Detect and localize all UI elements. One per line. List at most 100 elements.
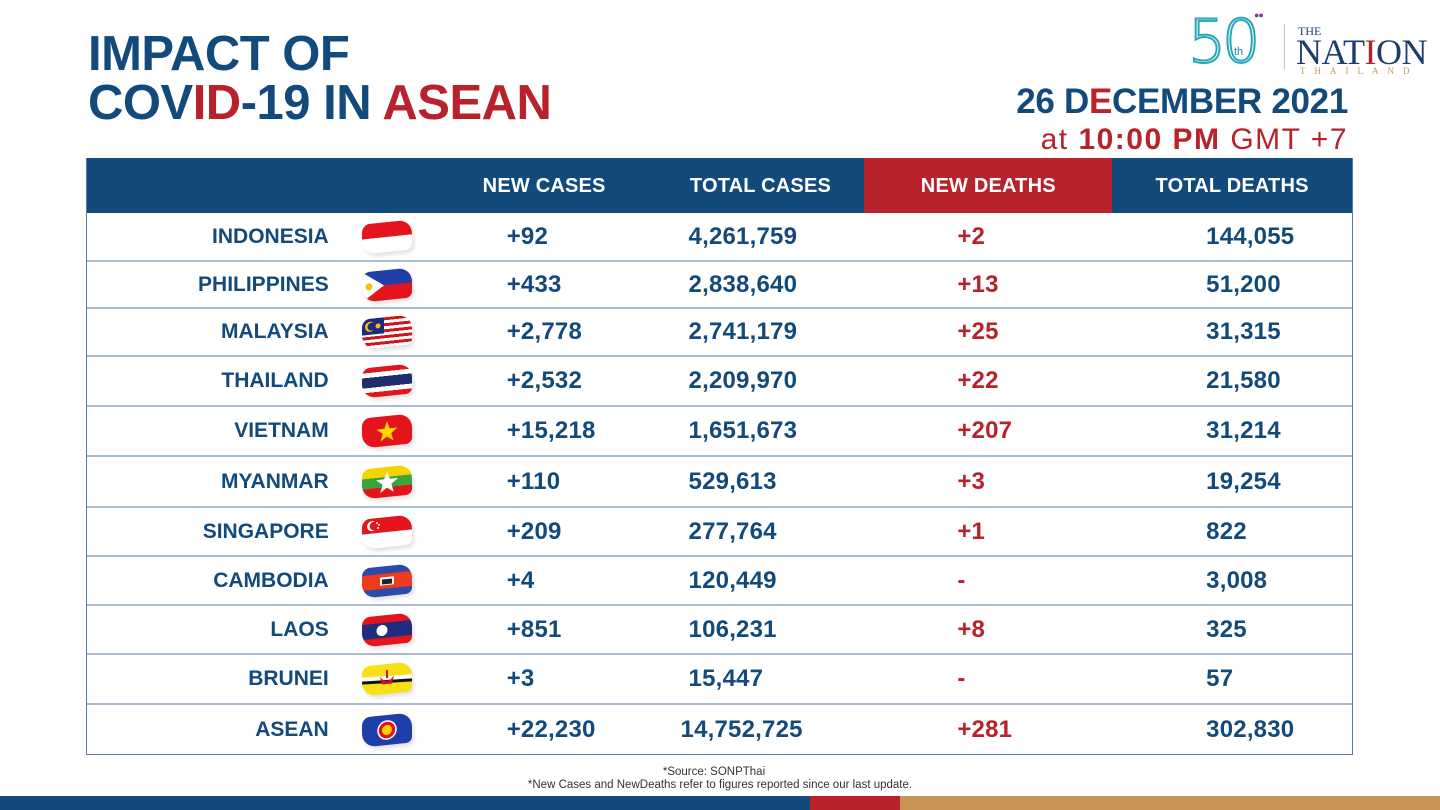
- new-deaths: +22: [957, 367, 999, 394]
- total-cases: 14,752,725: [680, 715, 803, 743]
- logo-thailand: THAILAND: [1300, 66, 1419, 76]
- table-row: INDONESIA +92 4,261,759 +2 144,055: [87, 213, 1352, 260]
- new-cases: +4: [506, 566, 535, 594]
- new-deaths: +25: [957, 318, 999, 345]
- country-name: THAILAND: [87, 357, 432, 405]
- new-cases: +433: [506, 270, 562, 298]
- total-cases: 2,209,970: [688, 367, 798, 394]
- country-name: CAMBODIA: [87, 557, 432, 604]
- myanmar-flag-icon: [361, 463, 412, 500]
- total-deaths: 144,055: [1206, 222, 1295, 250]
- new-deaths: +281: [957, 715, 1013, 743]
- indonesia-flag-icon: [361, 218, 412, 255]
- new-cases: +209: [506, 517, 562, 545]
- total-deaths: 21,580: [1206, 367, 1281, 394]
- table-row: LAOS +851 106,231 +8 325: [87, 604, 1352, 653]
- time-line: at 10:00 PM GMT +7: [1040, 123, 1348, 156]
- new-cases: +22,230: [506, 715, 596, 743]
- table-row: CAMBODIA +4 120,449 - 3,008: [87, 555, 1352, 604]
- table-row: THAILAND +2,532 2,209,970 +22 21,580: [87, 355, 1352, 405]
- table-row: BRUNEI +3 15,447 - 57: [87, 653, 1352, 703]
- bottom-color-bar: [0, 796, 1440, 810]
- total-deaths: 19,254: [1206, 467, 1281, 495]
- total-cases: 277,764: [688, 517, 777, 545]
- new-cases: +15,218: [506, 417, 596, 444]
- singapore-flag-icon: [361, 513, 412, 550]
- total-cases: 15,447: [688, 665, 764, 692]
- anniversary-50-icon: 50: [1187, 7, 1261, 77]
- page-title: IMPACT OF COVID-19 IN ASEAN: [88, 27, 552, 130]
- total-deaths: 57: [1206, 665, 1234, 692]
- table-row: MALAYSIA +2,778 2,741,179 +25 31,315: [87, 307, 1352, 355]
- logo-divider: [1284, 24, 1285, 70]
- header-total-deaths: TOTAL DEATHS: [1155, 175, 1309, 197]
- logo-nation-wordmark: NATION: [1296, 32, 1428, 72]
- new-deaths: +1: [957, 517, 986, 545]
- title-line-2: COVID-19 IN ASEAN: [88, 76, 552, 130]
- table-row: PHILIPPINES +433 2,838,640 +13 51,200: [87, 260, 1352, 307]
- country-name: MALAYSIA: [87, 309, 432, 355]
- table-row: SINGAPORE +209 277,764 +1 822: [87, 506, 1352, 555]
- total-deaths: 302,830: [1206, 715, 1295, 743]
- new-deaths: -: [957, 665, 966, 692]
- bar-segment-blue: [0, 796, 810, 810]
- new-deaths: +13: [957, 270, 999, 298]
- total-deaths: 51,200: [1206, 270, 1281, 298]
- table-header: NEW CASES TOTAL CASES NEW DEATHS TOTAL D…: [87, 158, 1352, 213]
- laos-flag-icon: [361, 611, 412, 648]
- new-deaths: +8: [957, 615, 986, 643]
- new-cases: +851: [506, 615, 562, 643]
- new-deaths: +3: [957, 467, 986, 495]
- country-name: INDONESIA: [87, 213, 432, 260]
- new-deaths: -: [957, 566, 966, 594]
- the-nation-logo: 50 th ●● THE NATION THAILAND: [1187, 6, 1433, 77]
- total-deaths: 822: [1206, 517, 1247, 545]
- new-cases: +2,778: [506, 318, 582, 345]
- total-cases: 1,651,673: [688, 417, 798, 444]
- new-cases: +2,532: [506, 367, 582, 394]
- country-name: BRUNEI: [87, 655, 432, 703]
- vietnam-flag-icon: [361, 413, 412, 449]
- country-name: SINGAPORE: [87, 508, 432, 555]
- total-deaths: 3,008: [1206, 566, 1268, 594]
- anniversary-suffix: th: [1234, 46, 1244, 58]
- total-cases: 106,231: [688, 615, 777, 643]
- covid-stats-table: NEW CASES TOTAL CASES NEW DEATHS TOTAL D…: [86, 158, 1353, 755]
- date-line: 26 DECEMBER 2021: [1016, 82, 1348, 121]
- new-deaths: +207: [957, 417, 1013, 444]
- philippines-flag-icon: [361, 266, 412, 303]
- logo-the: THE: [1298, 24, 1322, 38]
- cambodia-flag-icon: [361, 562, 412, 599]
- source-note: *Source: SONPThai: [662, 766, 766, 778]
- table-row: VIETNAM +15,218 1,651,673 +207 31,214: [87, 405, 1352, 455]
- new-deaths: +2: [957, 222, 986, 250]
- table-row: MYANMAR +110 529,613 +3 19,254: [87, 455, 1352, 506]
- bar-segment-gold: [900, 796, 1440, 810]
- total-deaths: 325: [1206, 615, 1247, 643]
- nation-group-dots-icon: ●●: [1254, 10, 1264, 20]
- total-cases: 120,449: [688, 566, 777, 594]
- country-name: VIETNAM: [87, 407, 432, 455]
- country-name: PHILIPPINES: [87, 262, 432, 307]
- table-body: INDONESIA +92 4,261,759 +2 144,055 PHILI…: [87, 213, 1352, 754]
- total-deaths: 31,214: [1206, 417, 1281, 444]
- asean-flag-icon: [361, 711, 412, 748]
- brunei-flag-icon: [361, 661, 412, 697]
- header-country: [87, 158, 432, 213]
- table-row-total: ASEAN +22,230 14,752,725 +281 302,830: [87, 703, 1352, 754]
- new-cases: +92: [506, 222, 549, 250]
- bar-segment-red: [810, 796, 900, 810]
- header-new-deaths: NEW DEATHS: [864, 158, 1113, 213]
- new-cases: +3: [506, 665, 535, 692]
- country-name: MYANMAR: [87, 457, 432, 506]
- country-name: ASEAN: [87, 705, 432, 754]
- total-cases: 2,838,640: [688, 270, 798, 298]
- header-total-cases: TOTAL CASES: [689, 175, 832, 197]
- total-cases: 4,261,759: [688, 222, 798, 250]
- header-new-cases: NEW CASES: [482, 175, 606, 197]
- total-cases: 2,741,179: [688, 318, 798, 345]
- total-deaths: 31,315: [1206, 318, 1281, 345]
- total-cases: 529,613: [688, 467, 777, 495]
- definition-note: *New Cases and NewDeaths refer to figure…: [527, 779, 913, 791]
- title-line-1: IMPACT OF: [88, 27, 350, 81]
